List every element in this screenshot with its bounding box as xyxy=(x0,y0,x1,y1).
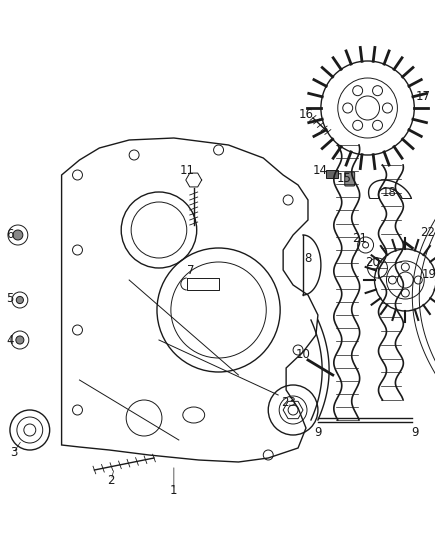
Circle shape xyxy=(382,103,392,113)
Text: 15: 15 xyxy=(336,172,351,184)
Circle shape xyxy=(414,276,422,284)
Circle shape xyxy=(16,296,24,304)
Circle shape xyxy=(373,120,382,131)
Circle shape xyxy=(401,263,410,271)
Text: 9: 9 xyxy=(314,425,321,439)
Text: 5: 5 xyxy=(6,292,14,304)
Text: 18: 18 xyxy=(382,185,397,198)
Text: 22: 22 xyxy=(420,225,434,238)
Circle shape xyxy=(401,289,410,297)
Circle shape xyxy=(389,276,396,284)
Text: 17: 17 xyxy=(416,90,431,102)
Circle shape xyxy=(16,336,24,344)
Text: 14: 14 xyxy=(312,164,327,176)
Text: 2: 2 xyxy=(107,473,115,487)
Text: 1: 1 xyxy=(170,483,178,497)
FancyBboxPatch shape xyxy=(345,172,355,186)
Text: 8: 8 xyxy=(304,252,312,264)
Circle shape xyxy=(353,86,363,96)
Text: 7: 7 xyxy=(187,263,194,277)
Circle shape xyxy=(373,86,382,96)
Text: 6: 6 xyxy=(6,229,14,241)
Text: 19: 19 xyxy=(422,269,437,281)
Text: 16: 16 xyxy=(298,109,314,122)
Text: 4: 4 xyxy=(6,334,14,346)
Text: 21: 21 xyxy=(352,231,367,245)
Circle shape xyxy=(13,230,23,240)
Text: 9: 9 xyxy=(412,425,419,439)
FancyBboxPatch shape xyxy=(326,170,338,178)
Text: 20: 20 xyxy=(365,255,380,269)
Circle shape xyxy=(353,120,363,131)
Text: 10: 10 xyxy=(296,349,311,361)
Text: 3: 3 xyxy=(10,446,18,458)
Circle shape xyxy=(343,103,353,113)
Text: 23: 23 xyxy=(281,395,296,408)
Text: 11: 11 xyxy=(179,164,194,176)
